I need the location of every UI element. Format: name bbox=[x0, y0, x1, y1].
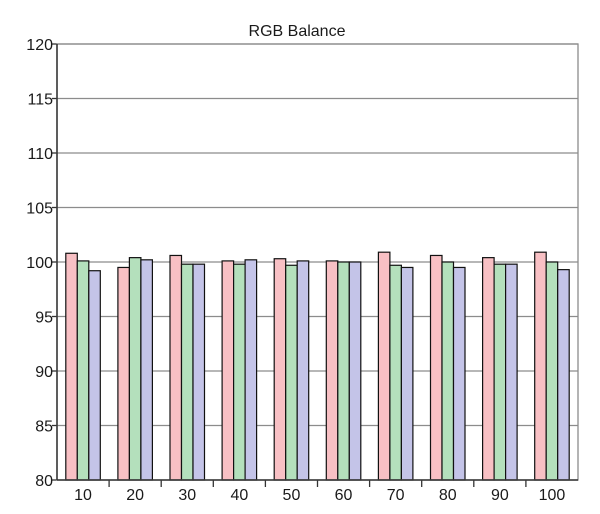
y-tick-label: 120 bbox=[26, 37, 53, 54]
bar bbox=[400, 266, 414, 481]
x-tick-label: 40 bbox=[230, 487, 248, 504]
x-tick-label: 10 bbox=[74, 487, 92, 504]
bar bbox=[482, 257, 495, 481]
y-tick-label: 90 bbox=[35, 364, 53, 381]
bar bbox=[76, 260, 90, 481]
bar bbox=[273, 258, 287, 481]
bar bbox=[296, 260, 310, 481]
bar bbox=[65, 252, 78, 481]
bar bbox=[244, 259, 258, 481]
bar bbox=[452, 266, 466, 481]
bar bbox=[389, 264, 402, 481]
y-tick-label: 115 bbox=[27, 92, 53, 109]
bar bbox=[88, 270, 101, 481]
bar bbox=[221, 260, 235, 481]
axes bbox=[52, 43, 579, 487]
y-tick-label: 105 bbox=[26, 201, 53, 218]
bar bbox=[505, 263, 518, 481]
x-tick-label: 30 bbox=[178, 487, 196, 504]
y-tick-label: 95 bbox=[35, 310, 53, 327]
bar bbox=[233, 263, 246, 481]
bar bbox=[545, 261, 559, 481]
y-tick-label: 110 bbox=[27, 146, 53, 163]
x-tick-label: 80 bbox=[439, 487, 457, 504]
bar bbox=[557, 269, 570, 481]
bar bbox=[192, 263, 206, 481]
bar bbox=[285, 264, 298, 481]
bars bbox=[65, 251, 570, 481]
x-tick-label: 90 bbox=[491, 487, 509, 504]
bar bbox=[534, 251, 547, 481]
y-tick-label: 85 bbox=[35, 419, 53, 436]
bar bbox=[441, 261, 455, 481]
bar bbox=[377, 251, 391, 481]
bar bbox=[429, 254, 443, 481]
y-tick-label: 80 bbox=[35, 473, 53, 490]
bar bbox=[493, 263, 507, 481]
x-tick-label: 50 bbox=[283, 487, 301, 504]
tick-labels: 80 85 90 95 100 105 110 115 120 10 20 30 40 50 60 70 80 9… bbox=[26, 37, 565, 504]
bar bbox=[337, 261, 350, 481]
bar bbox=[117, 266, 131, 481]
bar bbox=[180, 263, 194, 481]
x-tick-label: 20 bbox=[126, 487, 144, 504]
bar bbox=[128, 257, 142, 481]
y-tick-label: 100 bbox=[26, 255, 53, 272]
bar bbox=[325, 260, 339, 481]
chart-title: RGB Balance bbox=[249, 23, 346, 40]
bar bbox=[140, 259, 153, 481]
bar bbox=[169, 254, 183, 481]
x-tick-label: 60 bbox=[335, 487, 353, 504]
bar bbox=[348, 261, 362, 481]
x-tick-label: 100 bbox=[539, 487, 566, 504]
x-tick-label: 70 bbox=[387, 487, 405, 504]
